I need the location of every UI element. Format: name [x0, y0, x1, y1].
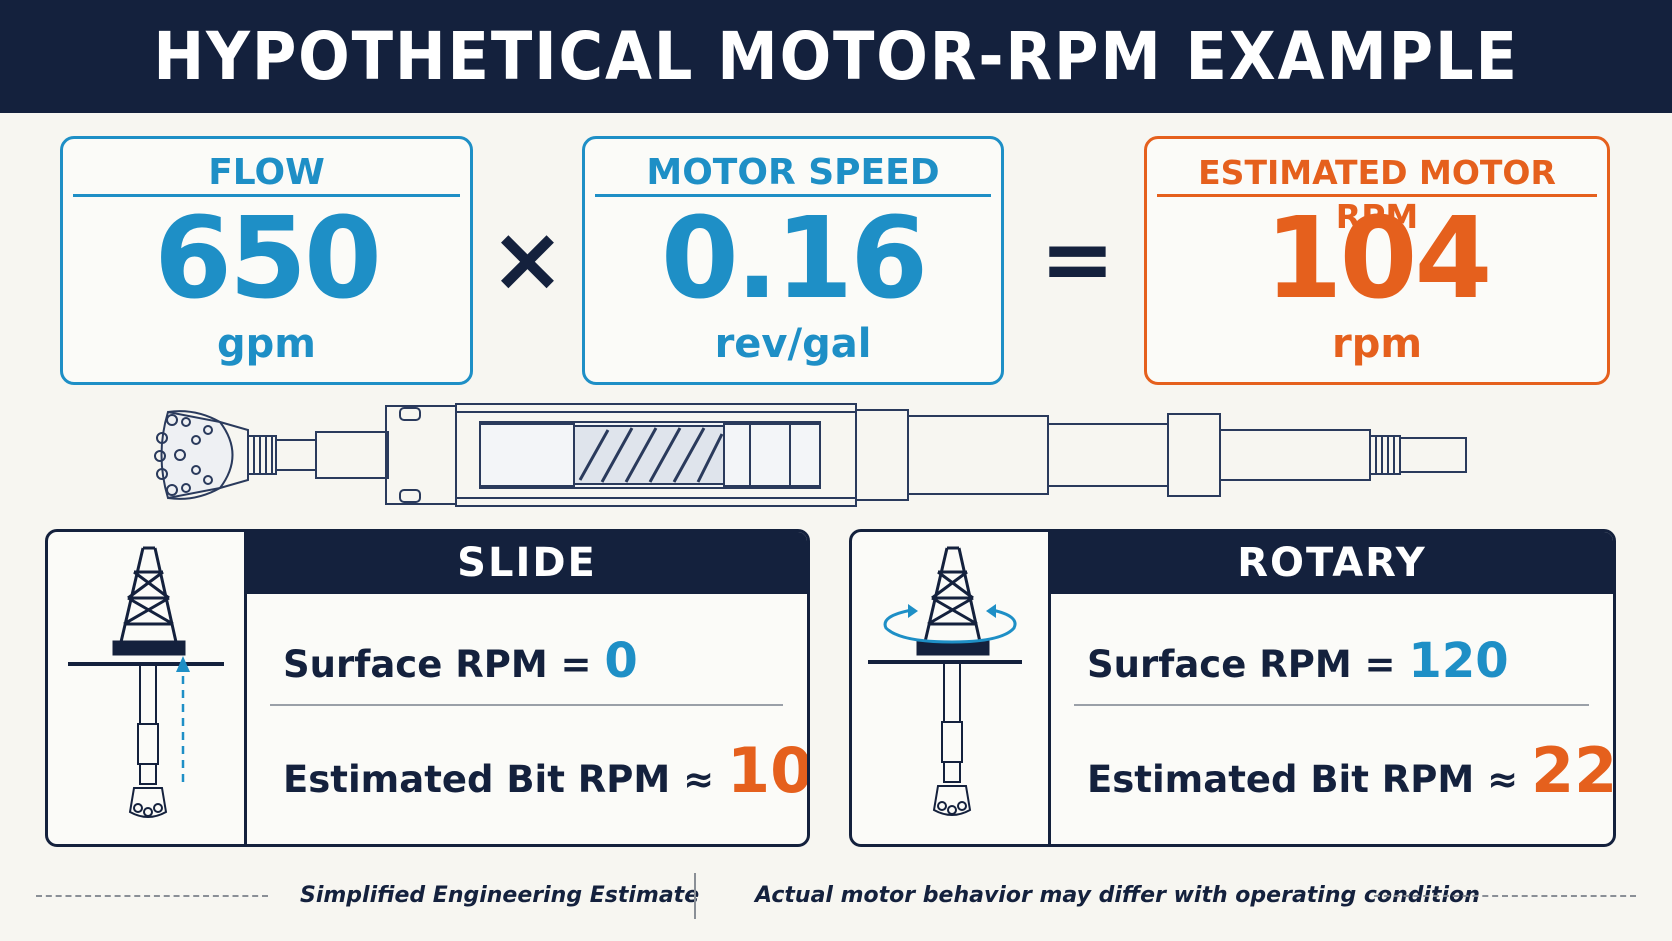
slide-surface-rpm-value: 0 [604, 633, 638, 689]
motor-speed-unit: rev/gal [714, 321, 872, 367]
mud-motor-icon [154, 403, 1467, 507]
rotary-bit-rpm-label: Estimated Bit RPM ≈ [1087, 758, 1519, 801]
estimated-motor-rpm-value: 104 [1264, 194, 1493, 324]
rotary-icon-column [852, 532, 1051, 844]
multiply-operator: × [489, 207, 566, 312]
slide-bit-rpm-value: 104 [727, 734, 810, 807]
motor-speed-label: MOTOR SPEED [595, 151, 991, 197]
slide-icon-column [48, 532, 247, 844]
rotary-divider [1074, 704, 1589, 706]
estimated-motor-rpm-unit: rpm [1331, 321, 1423, 367]
page-title: HYPOTHETICAL MOTOR-RPM EXAMPLE [153, 18, 1519, 95]
rotary-bit-rpm-row: Estimated Bit RPM ≈ 224 [1087, 728, 1613, 814]
slide-bit-rpm-label: Estimated Bit RPM ≈ [283, 758, 715, 801]
slide-divider [270, 704, 783, 706]
motor-speed-box: MOTOR SPEED 0.16 rev/gal [582, 136, 1004, 385]
equals-operator: = [1039, 207, 1116, 312]
rotary-surface-rpm-value: 120 [1408, 633, 1509, 689]
header-bar: HYPOTHETICAL MOTOR-RPM EXAMPLE [0, 0, 1672, 113]
upward-arrow-icon [176, 656, 190, 782]
drill-bit-icon [932, 785, 972, 816]
rotary-panel: ROTARY Surface RPM = 120 Estimated Bit R… [849, 529, 1616, 847]
flow-value: 650 [154, 194, 382, 324]
footer-left-note: Simplified Engineering Estimate [300, 883, 700, 908]
drilling-rig-icon [868, 546, 1022, 816]
slide-surface-rpm-row: Surface RPM = 0 [283, 624, 787, 698]
footer-dashed-line-right [1374, 895, 1636, 897]
rotary-surface-rpm-label: Surface RPM = [1087, 643, 1396, 686]
slide-bit-rpm-row: Estimated Bit RPM ≈ 104 [283, 728, 807, 814]
footer-right-note: Actual motor behavior may differ with op… [755, 883, 1480, 908]
slide-title: SLIDE [247, 532, 807, 594]
flow-label: FLOW [73, 151, 460, 197]
slide-surface-rpm-label: Surface RPM = [283, 643, 592, 686]
footer-separator [694, 873, 696, 919]
rotation-arrows-icon [883, 604, 1017, 644]
motor-speed-value: 0.16 [660, 194, 928, 324]
flow-box: FLOW 650 gpm [60, 136, 473, 385]
rotary-surface-rpm-row: Surface RPM = 120 [1087, 624, 1593, 698]
slide-panel: SLIDE Surface RPM = 0 Estimated Bit RPM … [45, 529, 810, 847]
drill-bit-icon [128, 787, 168, 818]
estimated-motor-rpm-label: ESTIMATED MOTOR RPM [1157, 151, 1597, 236]
rotary-title: ROTARY [1051, 532, 1613, 594]
rotary-bit-rpm-value: 224 [1531, 734, 1616, 807]
flow-unit: gpm [217, 321, 316, 367]
footer-dashed-line-left [36, 895, 268, 897]
drilling-rig-icon [68, 546, 224, 818]
estimated-motor-rpm-box: ESTIMATED MOTOR RPM 104 rpm [1144, 136, 1610, 385]
drill-bit-icon [154, 410, 249, 500]
